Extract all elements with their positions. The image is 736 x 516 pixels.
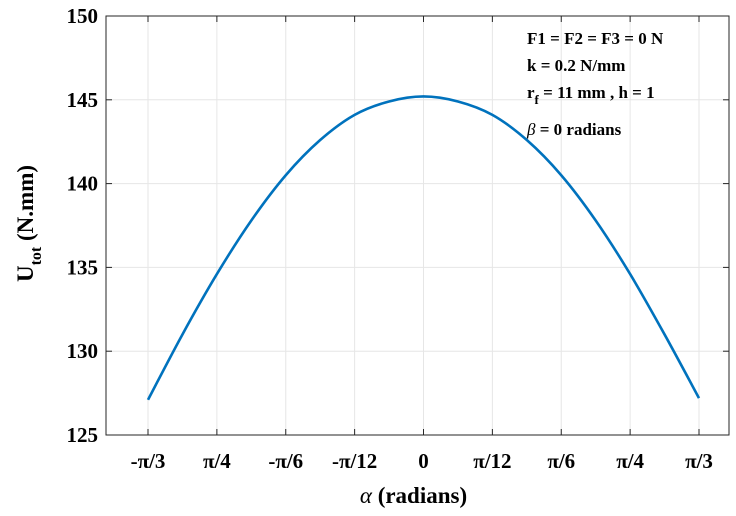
y-axis-label: Utot (N.mm) [13,165,45,282]
y-tick-label: 130 [67,339,99,363]
x-tick-label: 0 [418,449,429,473]
x-axis-label-text: (radians) [372,483,467,508]
x-tick-label: π/6 [547,449,575,473]
x-tick-label: π/4 [616,449,644,473]
plot-frame [106,16,729,435]
annotation-stiffness: k = 0.2 N/mm [527,56,625,75]
y-axis-label-unit: (N.mm) [13,165,38,247]
x-tick-label: π/3 [685,449,713,473]
x-axis-label: α (radians) [360,483,467,508]
x-tick-label: -π/12 [332,449,377,473]
parameter-annotations: F1 = F2 = F3 = 0 N k = 0.2 N/mm rf = 11 … [526,29,664,139]
grid-lines [106,16,729,435]
annotation-beta: β = 0 radians [526,120,622,139]
x-tick-label: -π/3 [131,449,166,473]
annotation-radius-rest: = 11 mm , h = 1 [539,83,655,102]
y-tick-label: 150 [67,4,99,28]
y-tick-label: 145 [67,88,99,112]
y-tick-label: 140 [67,172,99,196]
y-tick-label: 125 [67,423,99,447]
x-tick-label: π/4 [203,449,231,473]
y-tick-label: 135 [67,255,99,279]
x-tick-label: -π/6 [268,449,303,473]
annotation-forces: F1 = F2 = F3 = 0 N [527,29,664,48]
x-tick-label: π/12 [473,449,511,473]
x-axis-label-symbol: α [360,483,373,508]
y-axis-label-main: U [13,265,38,282]
annotation-radius: rf = 11 mm , h = 1 [527,83,655,107]
annotation-beta-rest: = 0 radians [535,120,621,139]
y-axis-label-sub: tot [28,246,45,265]
